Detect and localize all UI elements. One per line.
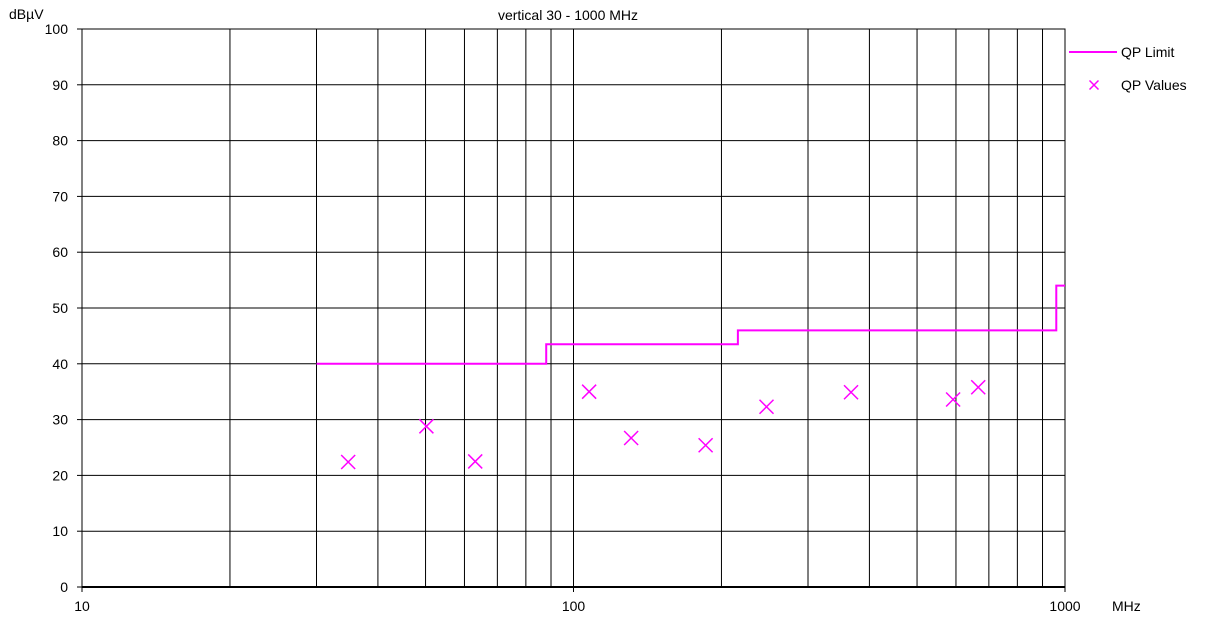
qp-value-marker: [340, 454, 356, 470]
axes: 0 10 20 30 40 50 60 70 80 90 100 10 100 1000: [45, 21, 1081, 614]
y-tick-label: 90: [52, 77, 68, 93]
y-tick-label: 30: [52, 412, 68, 428]
x-tick-label: 1000: [1049, 598, 1080, 614]
y-tick-label: 80: [52, 133, 68, 149]
x-tick-label: 10: [74, 598, 90, 614]
qp-value-marker: [758, 399, 775, 415]
qp-value-marker: [970, 379, 986, 395]
y-tick-label: 70: [52, 188, 68, 204]
x-axis-label: MHz: [1112, 598, 1141, 614]
data-series: [316, 284, 1065, 470]
y-tick-label: 40: [52, 356, 68, 372]
qp-value-marker: [581, 384, 597, 400]
qp-value-marker: [945, 391, 961, 408]
grid-lines: [82, 28, 1065, 587]
y-tick-label: 0: [60, 579, 68, 595]
y-axis-label: dBµV: [9, 6, 44, 22]
legend-label: QP Values: [1121, 77, 1187, 93]
qp-limit-line: [316, 284, 1065, 365]
x-tick-label: 100: [562, 598, 586, 614]
qp-value-marker: [418, 418, 434, 434]
y-tick-label: 100: [45, 21, 69, 37]
legend-x-swatch: [1088, 79, 1100, 91]
qp-value-marker: [698, 437, 714, 453]
chart-title: vertical 30 - 1000 MHz: [498, 7, 638, 23]
y-tick-label: 60: [52, 244, 68, 260]
y-tick-label: 20: [52, 467, 68, 483]
y-tick-label: 50: [52, 300, 68, 316]
qp-value-marker: [843, 384, 859, 400]
qp-value-marker: [467, 453, 483, 469]
legend-label: QP Limit: [1121, 44, 1175, 60]
qp-value-marker: [623, 430, 639, 446]
y-tick-label: 10: [52, 523, 68, 539]
legend: QP Limit QP Values: [1069, 44, 1187, 93]
